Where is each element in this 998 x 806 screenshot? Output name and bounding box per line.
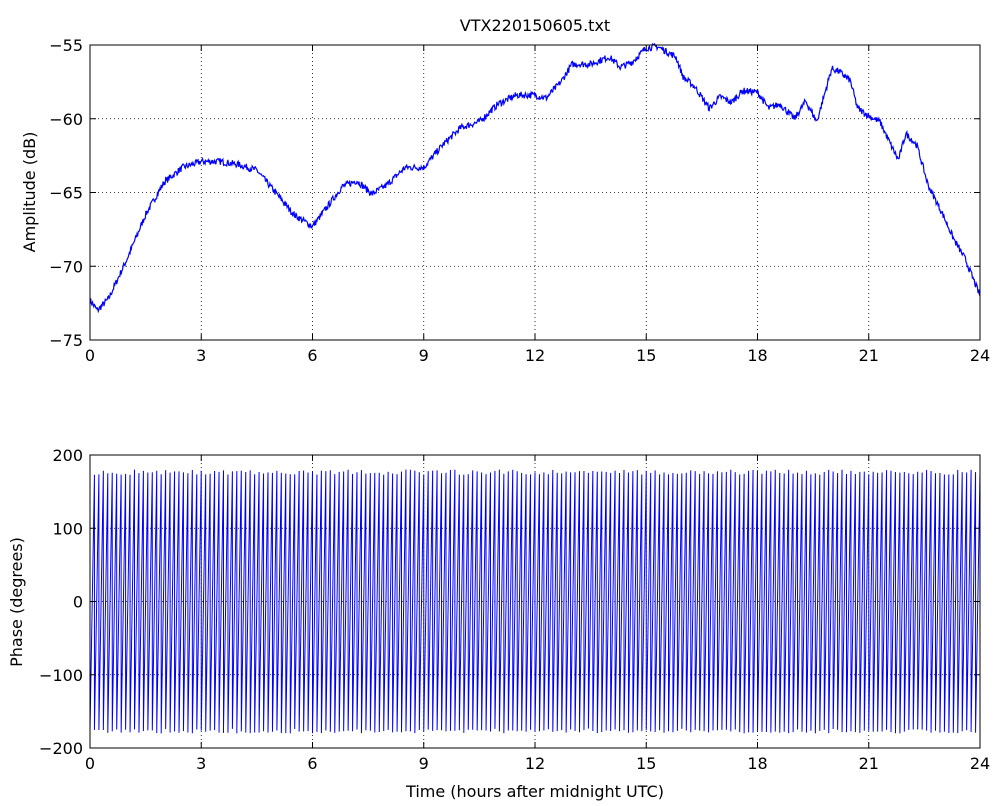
amplitude-ticks: 0 3 6 9 12 15 18 21 24 −75 −70 −65 −60 −55 xyxy=(49,36,990,365)
y-tick-label: −200 xyxy=(39,739,83,758)
x-tick-label: 9 xyxy=(419,346,429,365)
x-tick-label: 6 xyxy=(307,754,317,773)
y-tick-label: −70 xyxy=(49,257,83,276)
x-tick-label: 3 xyxy=(196,346,206,365)
y-tick-label: 100 xyxy=(52,519,83,538)
amplitude-series xyxy=(89,42,981,314)
y-tick-label: −55 xyxy=(49,36,83,55)
x-tick-label: 9 xyxy=(419,754,429,773)
x-tick-label: 15 xyxy=(636,346,656,365)
amplitude-chart: 0 3 6 9 12 15 18 21 24 −75 −70 −65 −60 −55 VTX2201506… xyxy=(20,16,990,365)
amplitude-grid xyxy=(90,45,980,340)
chart-title: VTX220150605.txt xyxy=(460,16,610,35)
x-tick-label: 12 xyxy=(525,346,545,365)
x-tick-label: 21 xyxy=(859,346,879,365)
amplitude-line xyxy=(89,42,981,314)
y-tick-label: −75 xyxy=(49,331,83,350)
x-tick-label: 12 xyxy=(525,754,545,773)
y-tick-label: −65 xyxy=(49,184,83,203)
phase-line xyxy=(89,469,981,734)
x-tick-label: 24 xyxy=(970,346,990,365)
x-tick-label: 0 xyxy=(85,346,95,365)
y-tick-label: 200 xyxy=(52,446,83,465)
y-tick-label: 0 xyxy=(73,593,83,612)
amplitude-y-label: Amplitude (dB) xyxy=(20,132,39,253)
x-tick-label: 15 xyxy=(636,754,656,773)
phase-x-label: Time (hours after midnight UTC) xyxy=(405,782,664,801)
x-tick-label: 3 xyxy=(196,754,206,773)
x-tick-label: 21 xyxy=(859,754,879,773)
x-tick-label: 18 xyxy=(747,346,767,365)
phase-chart: 0 3 6 9 12 15 18 21 24 −200 −100 0 100 200 Phase (deg… xyxy=(7,446,990,801)
y-tick-label: −60 xyxy=(49,110,83,129)
phase-ticks: 0 3 6 9 12 15 18 21 24 −200 −100 0 100 200 xyxy=(39,446,990,773)
phase-series xyxy=(89,469,981,734)
x-tick-label: 0 xyxy=(85,754,95,773)
x-tick-label: 24 xyxy=(970,754,990,773)
x-tick-label: 18 xyxy=(747,754,767,773)
y-tick-label: −100 xyxy=(39,666,83,685)
x-tick-label: 6 xyxy=(307,346,317,365)
phase-y-label: Phase (degrees) xyxy=(7,537,26,667)
